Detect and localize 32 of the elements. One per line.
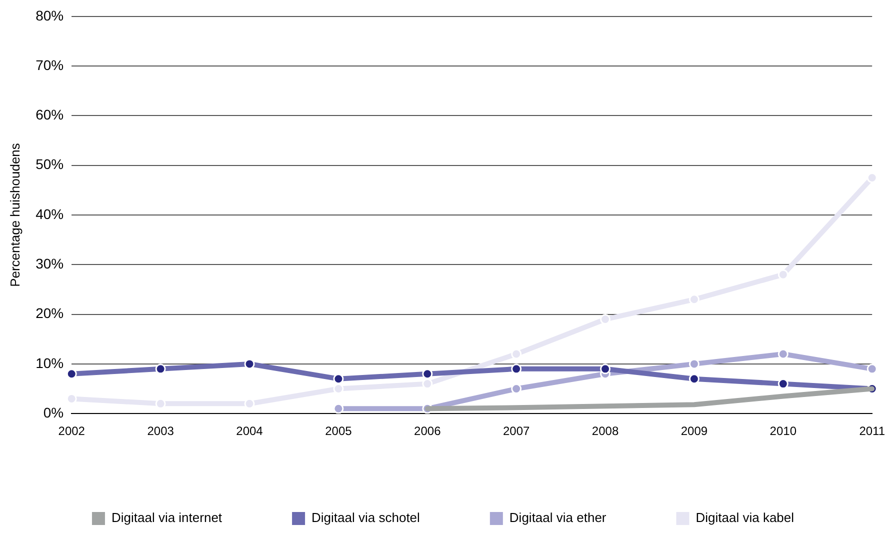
legend-label: Digitaal via kabel bbox=[696, 510, 794, 526]
point bbox=[600, 314, 611, 325]
y-tick-label: 10% bbox=[36, 354, 64, 371]
x-tick-label: 2011 bbox=[859, 424, 886, 438]
point bbox=[511, 348, 522, 360]
y-tick-label: 60% bbox=[36, 106, 64, 123]
y-tick-label: 80% bbox=[36, 7, 64, 24]
y-tick-label: 30% bbox=[36, 256, 64, 272]
point bbox=[866, 172, 878, 184]
point bbox=[778, 348, 788, 360]
x-tick-label: 2005 bbox=[325, 424, 352, 438]
y-axis-title: Percentage huishoudens bbox=[7, 142, 22, 287]
point bbox=[866, 364, 878, 374]
y-tick-label: 20% bbox=[36, 305, 64, 322]
x-tick-label: 2007 bbox=[502, 424, 530, 438]
y-tick-label: 70% bbox=[36, 56, 64, 73]
y-tick-label: 50% bbox=[36, 156, 64, 172]
x-tick-label: 2003 bbox=[147, 424, 174, 438]
x-tick-label: 2002 bbox=[58, 424, 86, 438]
legend-label: Digitaal via schotel bbox=[312, 510, 420, 526]
x-tick-label: 2006 bbox=[414, 424, 442, 438]
legend-label: Digitaal via ether bbox=[509, 510, 607, 526]
y-tick-label: 0% bbox=[43, 404, 64, 420]
x-tick-label: 2009 bbox=[680, 424, 708, 438]
y-tick-label: 40% bbox=[36, 206, 64, 222]
x-tick-label: 2010 bbox=[770, 424, 797, 438]
point bbox=[333, 403, 344, 414]
point bbox=[688, 358, 700, 370]
x-tick-label: 2008 bbox=[592, 424, 619, 438]
legend-label: Digitaal via internet bbox=[111, 510, 222, 526]
x-tick-label: 2004 bbox=[236, 424, 264, 438]
point bbox=[778, 269, 788, 280]
